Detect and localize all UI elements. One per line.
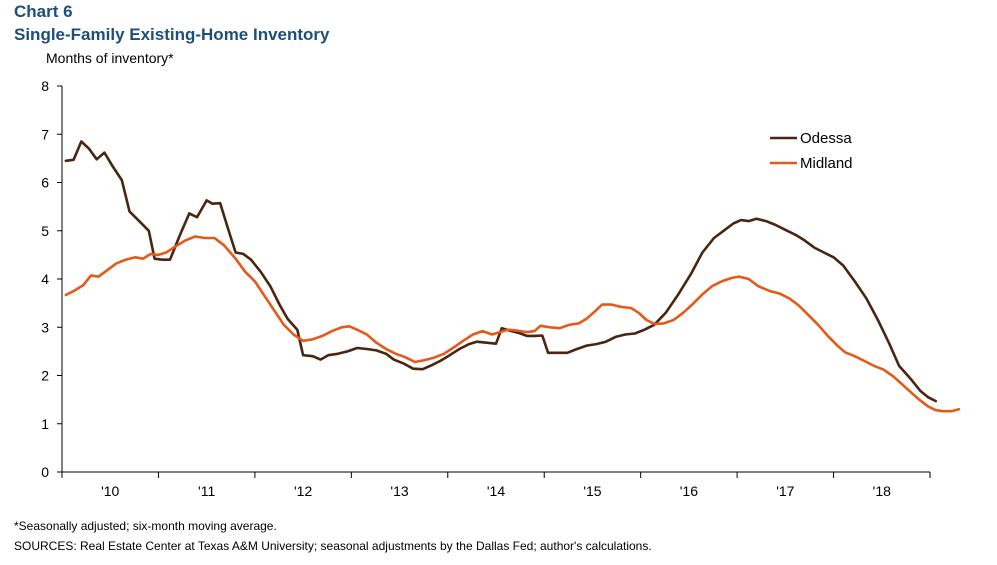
- x-tick-label: '10: [101, 483, 119, 499]
- footnote: *Seasonally adjusted; six-month moving a…: [14, 519, 277, 533]
- x-tick-label: '18: [873, 483, 891, 499]
- y-tick-label: 7: [41, 126, 49, 142]
- series-layer: [64, 140, 961, 413]
- y-tick-label: 3: [41, 319, 49, 335]
- y-tick-label: 5: [41, 223, 49, 239]
- sources-note: SOURCES: Real Estate Center at Texas A&M…: [14, 539, 652, 553]
- chart-number: Chart 6: [14, 2, 73, 21]
- x-tick-label: '17: [776, 483, 794, 499]
- x-axis: '10 '11 '12 '13 '14 '15 '16 '17 '18: [61, 471, 931, 499]
- x-tick-label: '11: [198, 483, 215, 499]
- x-tick-label: '15: [583, 483, 601, 499]
- legend: Odessa Midland: [770, 130, 853, 172]
- y-tick-label: 8: [41, 78, 49, 94]
- chart-title: Single-Family Existing-Home Inventory: [14, 25, 330, 44]
- x-tick-label: '12: [294, 483, 312, 499]
- y-tick-label: 2: [41, 368, 49, 384]
- series-line-odessa: [64, 140, 938, 403]
- y-axis-label: Months of inventory*: [46, 50, 174, 66]
- y-tick-label: 0: [41, 464, 49, 480]
- y-tick-label: 1: [41, 416, 49, 432]
- x-tick-label: '16: [680, 483, 698, 499]
- x-tick-label: '14: [487, 483, 505, 499]
- y-tick-label: 6: [41, 175, 49, 191]
- y-axis: 0 1 2 3 4 5 6 7 8: [41, 78, 63, 480]
- series-line-midland: [64, 235, 961, 413]
- y-tick-label: 4: [41, 271, 49, 287]
- x-tick-label: '13: [390, 483, 408, 499]
- legend-label-odessa: Odessa: [800, 130, 852, 147]
- legend-label-midland: Midland: [800, 155, 853, 172]
